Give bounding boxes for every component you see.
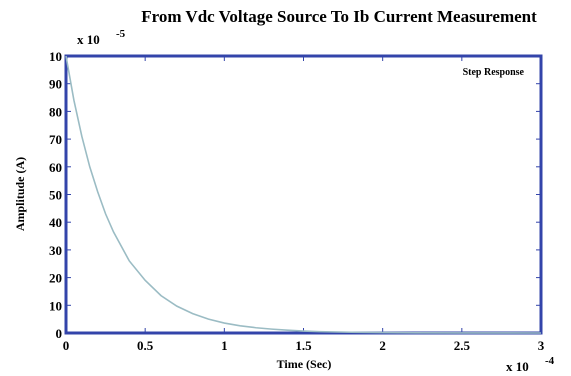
y-tick-label: 60 [49,160,62,175]
y-tick-label: 10 [49,49,62,64]
y-tick-label: 30 [49,243,62,258]
y-multiplier: x 10 -5 [77,28,126,47]
y-multiplier-exponent: -5 [116,28,126,40]
y-tick-label: 0 [56,326,63,341]
y-tick-label: 90 [49,77,62,92]
y-axis-label: Amplitude (A) [13,157,27,231]
x-tick-label: 3 [538,338,545,353]
y-tick-label: 80 [49,104,62,119]
x-tick-label: 2.5 [454,338,471,353]
y-axis-ticks: 0 10 20 30 40 50 60 70 80 90 10 [49,49,541,341]
y-multiplier-base: x 10 [77,32,100,47]
x-tick-label: 1 [221,338,228,353]
legend-label: Step Response [463,67,525,78]
y-tick-label: 20 [49,271,62,286]
x-tick-label: 2 [379,338,386,353]
x-tick-label: 0 [63,338,70,353]
x-tick-label: 0.5 [137,338,154,353]
step-response-line [65,55,542,334]
y-tick-label: 10 [49,298,62,313]
x-multiplier-exponent: -4 [545,355,555,367]
x-axis-ticks: 0 0.5 1 1.5 2 2.5 3 [63,56,545,353]
chart-title: From Vdc Voltage Source To Ib Current Me… [141,7,537,26]
y-tick-label: 40 [49,215,62,230]
x-multiplier-base: x 10 [506,359,529,374]
y-tick-label: 70 [49,132,62,147]
plot-area-frame [64,54,543,335]
x-tick-label: 1.5 [295,338,312,353]
y-tick-label: 50 [49,188,62,203]
x-multiplier: x 10 -4 [506,355,555,374]
x-axis-label: Time (Sec) [277,357,332,371]
